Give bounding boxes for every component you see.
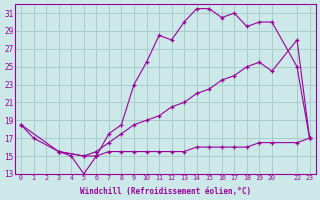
X-axis label: Windchill (Refroidissement éolien,°C): Windchill (Refroidissement éolien,°C) <box>80 187 251 196</box>
